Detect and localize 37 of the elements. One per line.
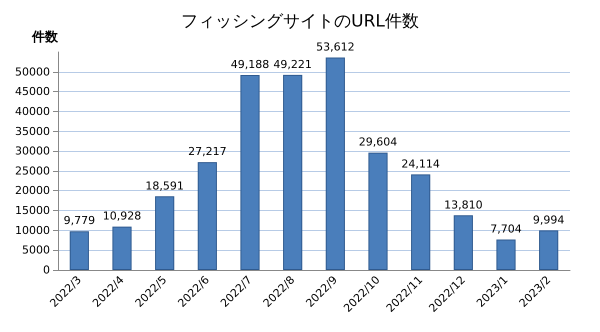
data-label: 29,604 [358, 136, 398, 149]
data-label: 24,114 [401, 157, 440, 170]
bar [411, 174, 430, 270]
data-label: 9,779 [64, 214, 96, 228]
chart-title: フィッシングサイトのURL件数 [181, 12, 419, 32]
bar [454, 215, 473, 270]
bar [496, 239, 516, 270]
y-tick-label: 0 [43, 264, 50, 276]
data-label: 53,612 [316, 40, 355, 54]
y-tick-label: 45000 [15, 85, 50, 98]
bar [155, 196, 174, 270]
bar [539, 230, 558, 270]
y-tick-label: 5000 [22, 244, 50, 257]
y-tick-label: 25000 [15, 164, 50, 178]
bar [198, 162, 217, 270]
y-tick-label: 10000 [15, 224, 50, 237]
y-tick-label: 35000 [15, 124, 50, 138]
data-label: 49,188 [230, 58, 270, 72]
y-tick-label: 30000 [15, 144, 50, 158]
data-label: 9,994 [532, 213, 564, 226]
bar [326, 58, 345, 270]
bar [70, 231, 89, 270]
y-tick-label: 15000 [15, 204, 50, 218]
bar [368, 152, 388, 270]
data-label: 7,704 [490, 222, 522, 236]
data-label: 27,217 [188, 145, 227, 158]
data-label: 13,810 [444, 198, 483, 212]
bar [240, 75, 260, 270]
bar [112, 226, 132, 270]
data-label: 49,221 [273, 58, 312, 71]
y-axis-title: 件数 [31, 30, 59, 45]
data-label: 18,591 [145, 179, 184, 192]
y-tick-label: 50000 [15, 65, 50, 78]
y-tick-label: 20000 [15, 184, 50, 198]
bar [283, 74, 302, 270]
y-tick-label: 40000 [15, 104, 50, 118]
data-label: 10,928 [102, 210, 142, 223]
